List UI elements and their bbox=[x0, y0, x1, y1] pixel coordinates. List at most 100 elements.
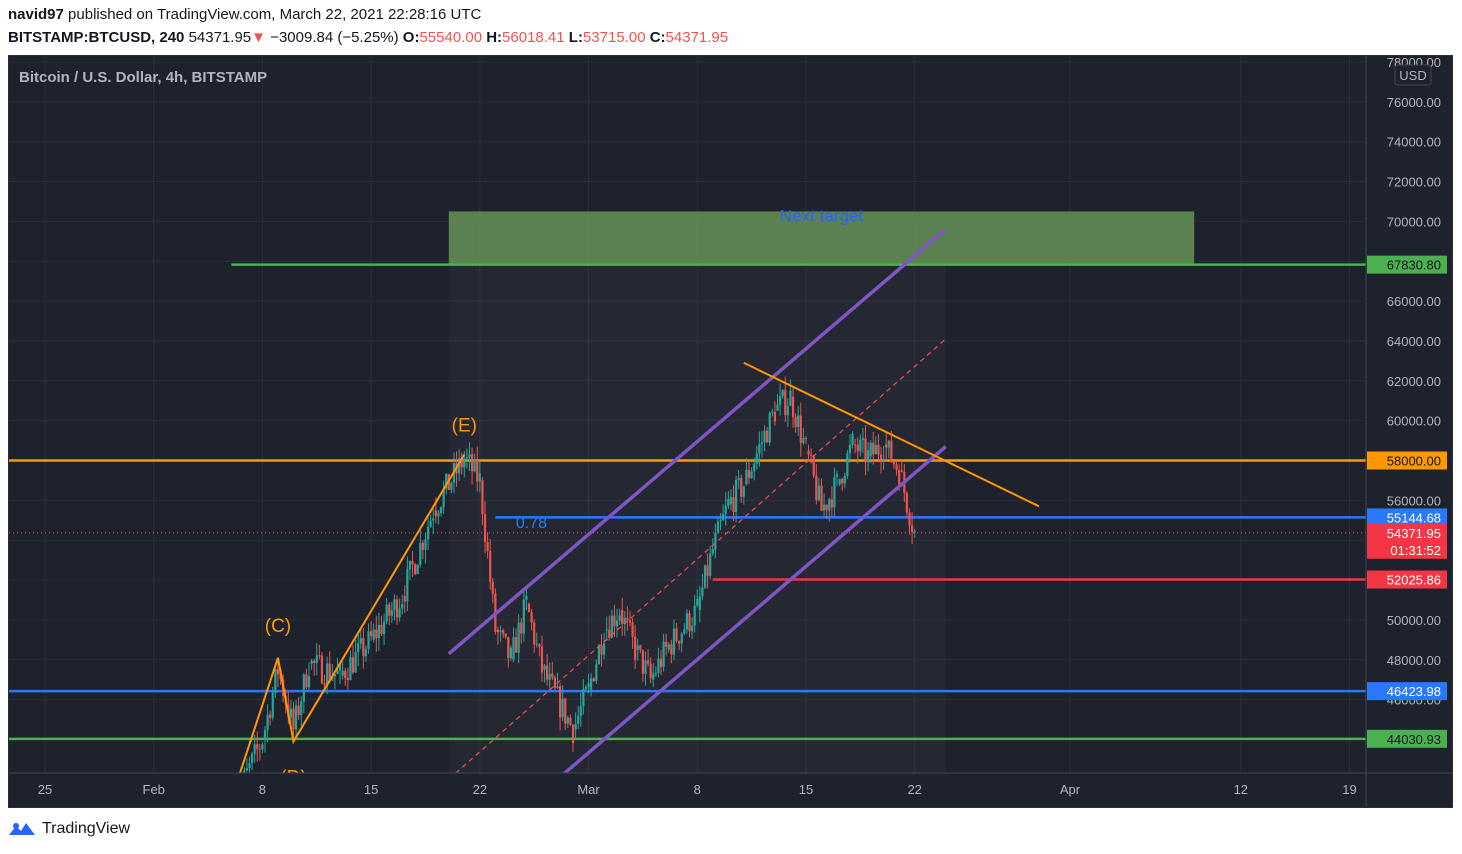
candle-body bbox=[784, 390, 787, 416]
y-tick-label: 50000.00 bbox=[1387, 613, 1441, 628]
candle-body bbox=[776, 404, 779, 411]
candle-body bbox=[597, 645, 601, 665]
level-price-tag: 44030.93 bbox=[1387, 732, 1441, 747]
chart-frame[interactable] bbox=[8, 55, 1453, 808]
candle-body bbox=[305, 674, 308, 688]
candle-body bbox=[698, 596, 701, 610]
candle-body bbox=[426, 526, 430, 540]
candle-body bbox=[592, 678, 595, 682]
candle-body bbox=[799, 415, 802, 443]
candle-body bbox=[370, 631, 373, 637]
candle-body bbox=[861, 438, 865, 440]
candle-body bbox=[753, 463, 756, 472]
candle-body bbox=[579, 706, 582, 716]
chart-title: Bitcoin / U.S. Dollar, 4h, BITSTAMP bbox=[19, 69, 267, 86]
candle-body bbox=[763, 430, 766, 443]
candle-body bbox=[810, 454, 813, 456]
candle-body bbox=[276, 669, 280, 675]
candle-body bbox=[564, 698, 567, 724]
candle-body bbox=[885, 444, 888, 448]
candle-body bbox=[241, 785, 243, 797]
candle-body bbox=[540, 646, 544, 673]
author-name[interactable]: navid97 bbox=[8, 6, 64, 23]
candle-body bbox=[354, 652, 357, 673]
candle-body bbox=[781, 390, 784, 397]
candle-body bbox=[439, 507, 443, 513]
candle-body bbox=[364, 648, 368, 657]
candle-body bbox=[621, 609, 624, 624]
candle-body bbox=[548, 673, 551, 680]
candle-body bbox=[595, 664, 598, 682]
level-price-tag-bg bbox=[1367, 508, 1447, 527]
y-tick-label: 76000.00 bbox=[1387, 95, 1441, 110]
y-tick-label: 56000.00 bbox=[1387, 493, 1441, 508]
candle-body bbox=[398, 608, 401, 618]
candle-body bbox=[758, 443, 761, 454]
candle-body bbox=[235, 806, 237, 818]
candle-body bbox=[815, 475, 818, 500]
wave-label: (C) bbox=[265, 616, 291, 637]
candle-body bbox=[556, 686, 559, 689]
candle-body bbox=[388, 604, 391, 616]
candle-body bbox=[527, 603, 531, 613]
target-zone bbox=[448, 211, 1195, 265]
candle-body bbox=[253, 744, 256, 754]
candle-body bbox=[401, 603, 404, 609]
candle-body bbox=[437, 512, 440, 517]
x-tick-label: 8 bbox=[694, 782, 701, 797]
y-tick-label: 66000.00 bbox=[1387, 294, 1441, 309]
candle-body bbox=[476, 458, 479, 482]
candle-body bbox=[406, 569, 409, 602]
candle-body bbox=[895, 464, 898, 471]
candle-body bbox=[553, 677, 557, 689]
candle-body bbox=[465, 457, 468, 459]
candle-body bbox=[349, 657, 352, 681]
candle-body bbox=[750, 471, 753, 478]
trendline bbox=[743, 361, 1040, 508]
candle-body bbox=[538, 643, 541, 647]
candle-body bbox=[830, 499, 833, 508]
candle-body bbox=[722, 513, 725, 521]
candle-body bbox=[898, 470, 901, 486]
candle-body bbox=[269, 714, 272, 718]
candle-body bbox=[794, 417, 797, 427]
open-value: 55540.00 bbox=[419, 29, 483, 46]
candle-body bbox=[724, 505, 727, 514]
candle-body bbox=[892, 461, 896, 465]
wave-label: (D) bbox=[280, 767, 306, 788]
candle-body bbox=[807, 450, 810, 455]
candle-body bbox=[362, 638, 365, 657]
candle-body bbox=[375, 629, 378, 639]
candle-body bbox=[297, 705, 300, 716]
candle-body bbox=[820, 485, 823, 511]
candle-body bbox=[737, 477, 740, 481]
y-tick-label: 62000.00 bbox=[1387, 374, 1441, 389]
footer-brand[interactable]: TradingView bbox=[8, 820, 130, 838]
candle-body bbox=[238, 797, 240, 806]
candle-body bbox=[670, 644, 673, 655]
candle-body bbox=[696, 598, 699, 606]
candle-body bbox=[250, 753, 254, 764]
candle-body bbox=[393, 599, 396, 610]
candle-body bbox=[631, 622, 634, 637]
low-value: 53715.00 bbox=[582, 29, 646, 46]
wave-label: (E) bbox=[452, 416, 477, 437]
candle-body bbox=[372, 629, 375, 640]
wave-path bbox=[238, 454, 466, 773]
candle-body bbox=[610, 615, 613, 638]
x-tick-label: Feb bbox=[143, 782, 165, 797]
candle-body bbox=[605, 629, 608, 631]
candle-body bbox=[734, 480, 738, 512]
candle-body bbox=[644, 660, 647, 674]
candle-body bbox=[786, 405, 789, 416]
candle-body bbox=[659, 658, 663, 668]
level-price-tag-bg bbox=[1367, 570, 1447, 589]
candle-body bbox=[634, 636, 637, 660]
candle-body bbox=[377, 624, 380, 639]
candle-body bbox=[688, 613, 691, 632]
candle-body bbox=[685, 613, 689, 630]
candle-body bbox=[333, 674, 336, 677]
candle-body bbox=[522, 599, 525, 634]
candle-body bbox=[543, 665, 546, 670]
